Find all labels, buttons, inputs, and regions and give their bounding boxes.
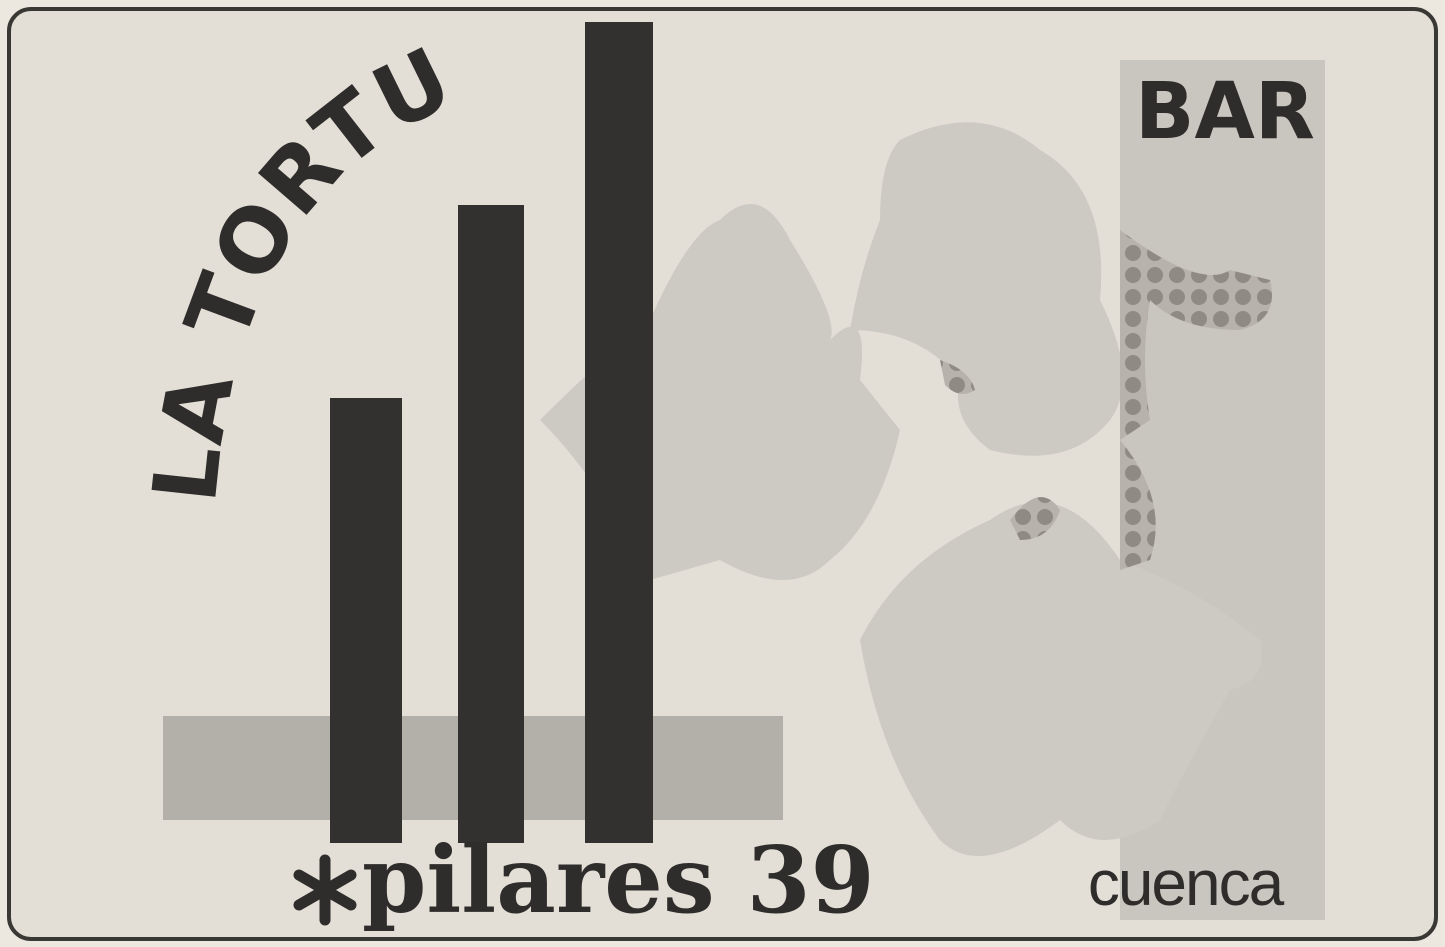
address: pilares 39 bbox=[362, 826, 875, 934]
pillar bbox=[458, 205, 524, 843]
pillar bbox=[330, 398, 402, 843]
bar-label: BAR bbox=[1135, 67, 1315, 157]
advertisement: LA TORTUGA BAR pilares 39 cuenca bbox=[0, 0, 1445, 947]
page: LA TORTUGA BAR pilares 39 cuenca (() => … bbox=[0, 0, 1445, 947]
pillar bbox=[585, 22, 653, 843]
city: cuenca bbox=[1088, 847, 1285, 919]
